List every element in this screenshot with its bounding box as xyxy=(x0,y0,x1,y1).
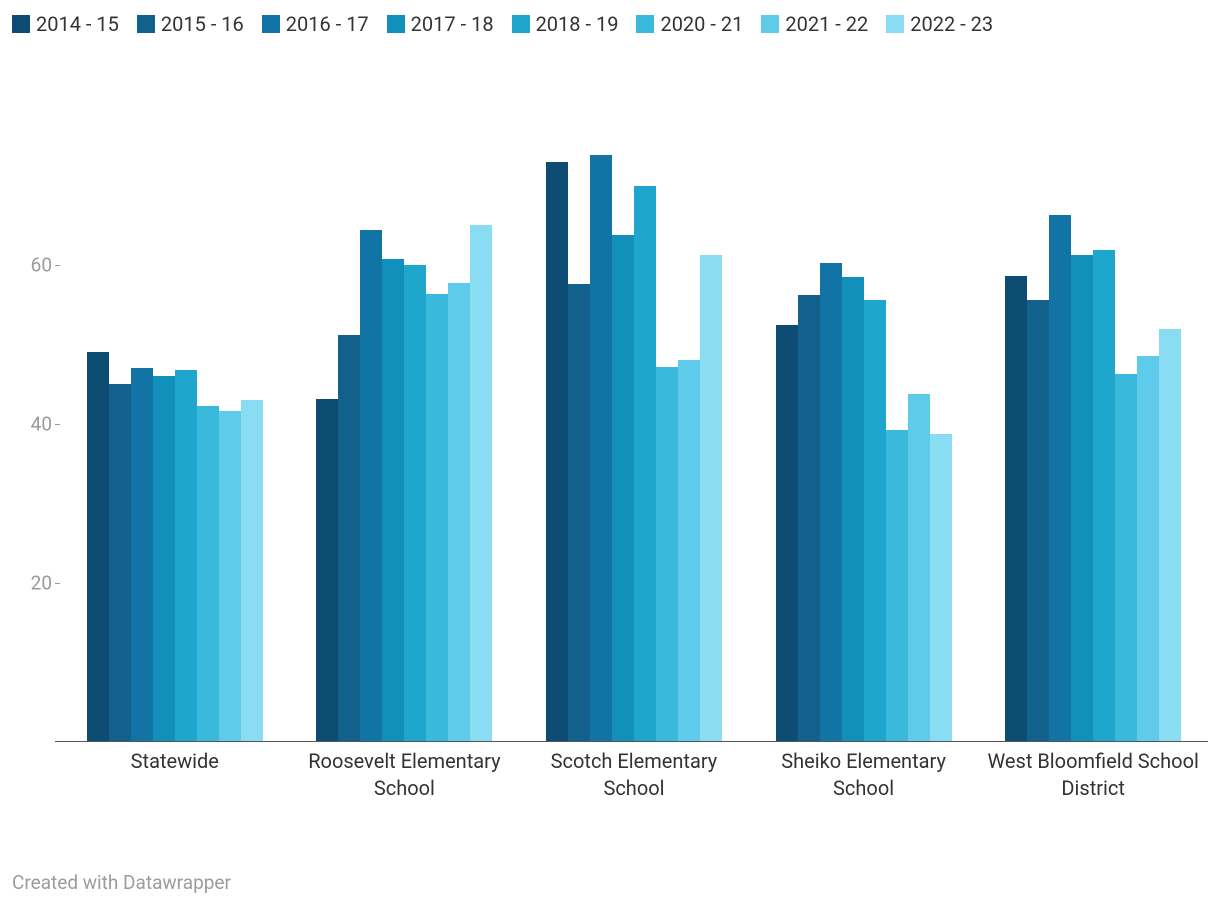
bar[interactable] xyxy=(109,384,131,742)
y-tick-label: 20 xyxy=(12,572,52,595)
bar[interactable] xyxy=(908,394,930,742)
bars-container xyxy=(978,106,1208,742)
bar[interactable] xyxy=(634,186,656,743)
bar[interactable] xyxy=(219,411,241,742)
bar[interactable] xyxy=(382,259,404,742)
bar[interactable] xyxy=(678,360,700,742)
legend-item[interactable]: 2016 - 17 xyxy=(262,8,369,40)
bar[interactable] xyxy=(360,230,382,742)
legend-item[interactable]: 2020 - 21 xyxy=(636,8,743,40)
legend-swatch xyxy=(761,15,779,33)
bar[interactable] xyxy=(700,255,722,742)
legend-swatch xyxy=(512,15,530,33)
bar[interactable] xyxy=(864,300,886,742)
legend-label: 2016 - 17 xyxy=(286,8,369,40)
x-axis-label: Roosevelt Elementary School xyxy=(290,748,520,802)
attribution-text: Created with Datawrapper xyxy=(12,871,231,894)
legend-item[interactable]: 2017 - 18 xyxy=(387,8,494,40)
bar[interactable] xyxy=(1027,300,1049,742)
bars-container xyxy=(749,106,979,742)
bar[interactable] xyxy=(1093,250,1115,742)
bars-container xyxy=(60,106,290,742)
bar[interactable] xyxy=(656,367,678,742)
chart-plot-area: 204060 xyxy=(60,106,1208,742)
bar-group xyxy=(749,106,979,742)
bar[interactable] xyxy=(338,335,360,742)
bar[interactable] xyxy=(153,376,175,742)
bar[interactable] xyxy=(930,434,952,742)
bar[interactable] xyxy=(798,295,820,742)
bar[interactable] xyxy=(175,370,197,742)
bar[interactable] xyxy=(820,263,842,742)
legend-item[interactable]: 2022 - 23 xyxy=(886,8,993,40)
bar[interactable] xyxy=(1137,356,1159,742)
x-axis-label: Statewide xyxy=(60,748,290,802)
bar-group xyxy=(290,106,520,742)
legend-item[interactable]: 2015 - 16 xyxy=(137,8,244,40)
bar[interactable] xyxy=(241,400,263,742)
bar-groups xyxy=(60,106,1208,742)
y-tick-mark xyxy=(55,424,60,425)
legend-swatch xyxy=(387,15,405,33)
x-axis-label: Sheiko Elementary School xyxy=(749,748,979,802)
bar[interactable] xyxy=(470,225,492,742)
y-tick-label: 60 xyxy=(12,254,52,277)
legend-label: 2017 - 18 xyxy=(411,8,494,40)
y-tick-mark xyxy=(55,265,60,266)
legend-swatch xyxy=(886,15,904,33)
x-axis-labels: StatewideRoosevelt Elementary SchoolScot… xyxy=(60,748,1208,802)
bar[interactable] xyxy=(1005,276,1027,742)
legend-label: 2015 - 16 xyxy=(161,8,244,40)
legend-label: 2014 - 15 xyxy=(36,8,119,40)
bar-group xyxy=(519,106,749,742)
bar[interactable] xyxy=(1049,215,1071,742)
legend-swatch xyxy=(137,15,155,33)
bars-container xyxy=(519,106,749,742)
legend-item[interactable]: 2018 - 19 xyxy=(512,8,619,40)
legend-swatch xyxy=(636,15,654,33)
bar-group xyxy=(978,106,1208,742)
bar[interactable] xyxy=(1115,374,1137,742)
bar[interactable] xyxy=(886,430,908,742)
bar[interactable] xyxy=(546,162,568,742)
bar[interactable] xyxy=(404,265,426,742)
legend-swatch xyxy=(262,15,280,33)
bar[interactable] xyxy=(1159,329,1181,742)
legend-label: 2021 - 22 xyxy=(785,8,868,40)
x-axis-label: West Bloomfield School District xyxy=(978,748,1208,802)
bar[interactable] xyxy=(842,277,864,742)
bar[interactable] xyxy=(197,406,219,742)
bars-container xyxy=(290,106,520,742)
bar-group xyxy=(60,106,290,742)
bar[interactable] xyxy=(448,283,470,743)
legend-label: 2020 - 21 xyxy=(660,8,743,40)
legend-label: 2018 - 19 xyxy=(536,8,619,40)
bar[interactable] xyxy=(776,325,798,742)
bar[interactable] xyxy=(131,368,153,742)
bar[interactable] xyxy=(87,352,109,742)
bar[interactable] xyxy=(590,155,612,742)
bar[interactable] xyxy=(568,284,590,742)
x-axis-baseline xyxy=(55,741,1208,742)
bar[interactable] xyxy=(1071,255,1093,742)
y-tick-mark xyxy=(55,583,60,584)
legend-label: 2022 - 23 xyxy=(910,8,993,40)
legend-item[interactable]: 2014 - 15 xyxy=(12,8,119,40)
legend: 2014 - 15 2015 - 16 2016 - 17 2017 - 18 2018… xyxy=(0,0,1220,40)
x-axis-label: Scotch Elementary School xyxy=(519,748,749,802)
bar[interactable] xyxy=(426,294,448,742)
y-tick-label: 40 xyxy=(12,413,52,436)
bar[interactable] xyxy=(612,235,634,742)
bar[interactable] xyxy=(316,399,338,742)
legend-item[interactable]: 2021 - 22 xyxy=(761,8,868,40)
legend-swatch xyxy=(12,15,30,33)
